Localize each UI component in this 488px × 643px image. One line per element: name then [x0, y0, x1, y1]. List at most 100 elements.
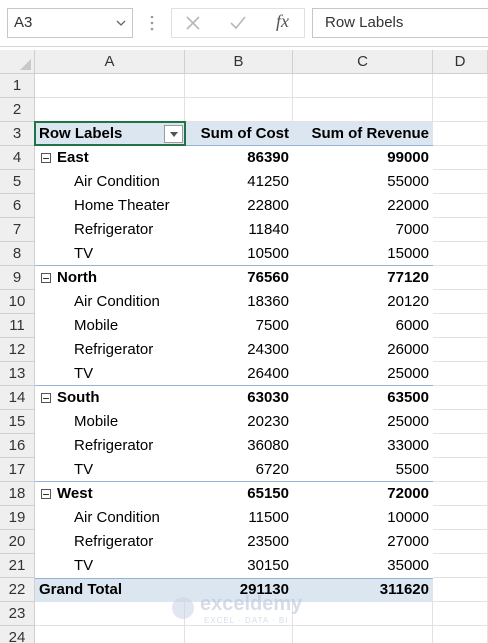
- collapse-minus: [43, 158, 49, 159]
- item-label[interactable]: TV: [74, 557, 94, 574]
- group-label[interactable]: South: [57, 389, 100, 406]
- row-header[interactable]: 7: [0, 218, 35, 242]
- item-label[interactable]: Air Condition: [74, 173, 160, 190]
- cancel-button[interactable]: [185, 15, 201, 31]
- group-cost[interactable]: 63030: [247, 389, 289, 406]
- row-header[interactable]: 23: [0, 602, 35, 626]
- row-header[interactable]: 20: [0, 530, 35, 554]
- item-revenue[interactable]: 25000: [387, 365, 429, 382]
- group-cost[interactable]: 76560: [247, 269, 289, 286]
- insert-function-button[interactable]: fx: [276, 11, 289, 31]
- row-header[interactable]: 5: [0, 170, 35, 194]
- item-revenue[interactable]: 26000: [387, 341, 429, 358]
- grand-total-revenue[interactable]: 311620: [379, 581, 429, 598]
- item-cost[interactable]: 10500: [247, 245, 289, 262]
- item-cost[interactable]: 36080: [247, 437, 289, 454]
- row-header[interactable]: 11: [0, 314, 35, 338]
- group-label[interactable]: West: [57, 485, 93, 502]
- row-header[interactable]: 16: [0, 434, 35, 458]
- group-label[interactable]: East: [57, 149, 89, 166]
- item-cost[interactable]: 11840: [248, 221, 289, 238]
- name-box-text: A3: [14, 14, 33, 31]
- item-cost[interactable]: 6720: [255, 461, 289, 478]
- column-header[interactable]: C: [293, 50, 433, 74]
- item-cost[interactable]: 24300: [247, 341, 289, 358]
- formula-toolbar: A3 fx Row Labels: [0, 0, 488, 47]
- item-cost[interactable]: 30150: [247, 557, 289, 574]
- row-header[interactable]: 18: [0, 482, 35, 506]
- row-header[interactable]: 24: [0, 626, 35, 643]
- item-cost[interactable]: 11500: [248, 509, 289, 526]
- watermark: exceldemy EXCEL · DATA · BI: [170, 593, 320, 629]
- row-header[interactable]: 17: [0, 458, 35, 482]
- group-cost[interactable]: 65150: [247, 485, 289, 502]
- formula-input[interactable]: Row Labels: [312, 8, 488, 38]
- column-header[interactable]: D: [433, 50, 488, 74]
- grand-total-cost[interactable]: 291130: [239, 581, 289, 598]
- row-header[interactable]: 13: [0, 362, 35, 386]
- row-header[interactable]: 6: [0, 194, 35, 218]
- formula-buttons: [171, 8, 305, 38]
- item-revenue[interactable]: 20120: [387, 293, 429, 310]
- item-cost[interactable]: 7500: [255, 317, 289, 334]
- group-cost[interactable]: 86390: [247, 149, 289, 166]
- row-header[interactable]: 12: [0, 338, 35, 362]
- item-label[interactable]: TV: [74, 245, 94, 262]
- row-header[interactable]: 22: [0, 578, 35, 602]
- row-header[interactable]: 3: [0, 122, 35, 146]
- grand-total-bg: [35, 578, 433, 602]
- row-header[interactable]: 21: [0, 554, 35, 578]
- row-header[interactable]: 8: [0, 242, 35, 266]
- item-revenue[interactable]: 7000: [395, 221, 429, 238]
- item-cost[interactable]: 18360: [247, 293, 289, 310]
- item-revenue[interactable]: 35000: [387, 557, 429, 574]
- item-label[interactable]: Home Theater: [74, 197, 170, 214]
- group-label[interactable]: North: [57, 269, 97, 286]
- grand-total-label[interactable]: Grand Total: [39, 581, 123, 598]
- item-revenue[interactable]: 33000: [387, 437, 429, 454]
- item-label[interactable]: Mobile: [74, 413, 119, 430]
- row-header[interactable]: 19: [0, 506, 35, 530]
- item-label[interactable]: TV: [74, 461, 94, 478]
- group-revenue[interactable]: 77120: [387, 269, 429, 286]
- row-header[interactable]: 14: [0, 386, 35, 410]
- enter-button[interactable]: [229, 15, 247, 31]
- item-label[interactable]: Mobile: [74, 317, 119, 334]
- column-header[interactable]: A: [35, 50, 185, 74]
- group-revenue[interactable]: 72000: [387, 485, 429, 502]
- item-cost[interactable]: 23500: [247, 533, 289, 550]
- item-revenue[interactable]: 25000: [387, 413, 429, 430]
- pivot-header[interactable]: Sum of Revenue: [311, 125, 429, 142]
- group-revenue[interactable]: 63500: [387, 389, 429, 406]
- row-header[interactable]: 4: [0, 146, 35, 170]
- item-revenue[interactable]: 27000: [387, 533, 429, 550]
- item-cost[interactable]: 20230: [247, 413, 289, 430]
- item-revenue[interactable]: 5500: [395, 461, 429, 478]
- item-cost[interactable]: 26400: [247, 365, 289, 382]
- item-revenue[interactable]: 55000: [387, 173, 429, 190]
- item-cost[interactable]: 41250: [247, 173, 289, 190]
- row-header[interactable]: 1: [0, 74, 35, 98]
- group-border: [35, 385, 433, 386]
- column-header[interactable]: B: [185, 50, 293, 74]
- item-revenue[interactable]: 22000: [387, 197, 429, 214]
- item-label[interactable]: Air Condition: [74, 509, 160, 526]
- row-header[interactable]: 15: [0, 410, 35, 434]
- pivot-header[interactable]: Row Labels: [39, 125, 123, 142]
- item-revenue[interactable]: 6000: [395, 317, 429, 334]
- pivot-header[interactable]: Sum of Cost: [200, 125, 289, 142]
- item-label[interactable]: Air Condition: [74, 293, 160, 310]
- item-cost[interactable]: 22800: [247, 197, 289, 214]
- row-header[interactable]: 2: [0, 98, 35, 122]
- item-label[interactable]: TV: [74, 365, 94, 382]
- item-revenue[interactable]: 15000: [387, 245, 429, 262]
- row-header[interactable]: 9: [0, 266, 35, 290]
- item-revenue[interactable]: 10000: [387, 509, 429, 526]
- name-box[interactable]: A3: [7, 8, 133, 38]
- item-label[interactable]: Refrigerator: [74, 341, 154, 358]
- item-label[interactable]: Refrigerator: [74, 437, 154, 454]
- item-label[interactable]: Refrigerator: [74, 221, 154, 238]
- row-header[interactable]: 10: [0, 290, 35, 314]
- item-label[interactable]: Refrigerator: [74, 533, 154, 550]
- group-revenue[interactable]: 99000: [387, 149, 429, 166]
